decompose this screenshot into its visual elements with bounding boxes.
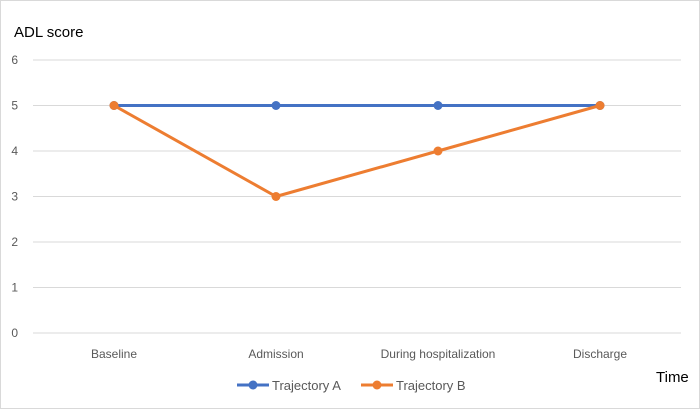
- series-layer: [109, 101, 605, 201]
- x-tick-label: During hospitalization: [381, 347, 496, 361]
- series-1-point: [433, 101, 443, 110]
- series-2-point: [109, 101, 119, 110]
- y-tick-label: 5: [11, 99, 18, 113]
- legend-marker-1: [248, 380, 258, 390]
- legend-marker-2: [372, 380, 382, 390]
- legend-label-1: Trajectory A: [272, 378, 341, 393]
- x-tick-label: Discharge: [573, 347, 627, 361]
- y-tick-label: 1: [11, 281, 18, 295]
- series-1-point: [271, 101, 281, 110]
- x-tick-label: Admission: [248, 347, 303, 361]
- series-line-2: [112, 104, 602, 198]
- y-axis-ticks: 0 1 2 3 4 5 6: [11, 53, 18, 340]
- series-2-point: [433, 146, 443, 156]
- x-axis-label: Time: [656, 369, 689, 386]
- series-2-point: [595, 101, 605, 110]
- x-axis-ticks: Baseline Admission During hospitalization D…: [91, 347, 627, 361]
- series-2-point: [271, 192, 281, 201]
- y-tick-label: 6: [11, 53, 18, 67]
- legend-label-2: Trajectory B: [396, 378, 466, 393]
- gridlines: [33, 59, 681, 334]
- legend: Trajectory A Trajectory B: [237, 378, 466, 393]
- y-tick-label: 0: [11, 326, 18, 340]
- y-tick-label: 3: [11, 190, 18, 204]
- y-axis-label: ADL score: [14, 24, 83, 41]
- x-tick-label: Baseline: [91, 347, 137, 361]
- y-tick-label: 4: [11, 144, 18, 158]
- y-tick-label: 2: [11, 235, 18, 249]
